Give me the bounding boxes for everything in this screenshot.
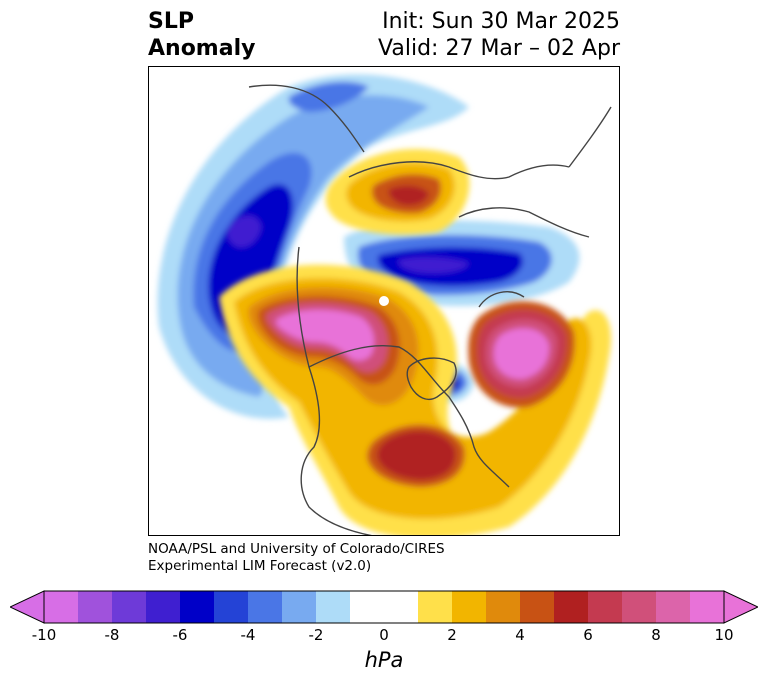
colorbar-tick-label: -2 — [308, 626, 324, 644]
colorbar-segment — [554, 591, 589, 623]
colorbar-segment — [452, 591, 487, 623]
map-title: SLP Anomaly — [148, 8, 255, 62]
colorbar-segment — [384, 591, 419, 623]
colorbar-tick-label: -4 — [240, 626, 256, 644]
colorbar-tick-label: 0 — [379, 626, 389, 644]
forecast-dates: Init: Sun 30 Mar 2025 Valid: 27 Mar – 02… — [378, 8, 620, 62]
valid-range: Valid: 27 Mar – 02 Apr — [378, 36, 620, 61]
credit-text: NOAA/PSL and University of Colorado/CIRE… — [148, 541, 445, 575]
colorbar-segment — [418, 591, 453, 623]
colorbar-segment — [112, 591, 147, 623]
colorbar-segment — [214, 591, 249, 623]
credit-line-1: NOAA/PSL and University of Colorado/CIRE… — [148, 541, 445, 557]
colorbar-tick-label: 4 — [515, 626, 525, 644]
colorbar-max-arrow — [723, 590, 758, 624]
colorbar-segments — [44, 591, 725, 623]
colorbar-segment — [78, 591, 113, 623]
colorbar-segment — [588, 591, 623, 623]
north-pole-marker — [379, 296, 389, 306]
credit-line-2: Experimental LIM Forecast (v2.0) — [148, 558, 372, 574]
colorbar-segment — [316, 591, 351, 623]
colorbar-segment — [656, 591, 691, 623]
colorbar-segment — [486, 591, 521, 623]
colorbar-outline — [43, 590, 725, 624]
positive-anomaly-field — [219, 148, 611, 535]
colorbar-tick-label: 6 — [583, 626, 593, 644]
colorbar-segment — [622, 591, 657, 623]
colorbar — [10, 590, 758, 624]
colorbar-tick-label: -8 — [104, 626, 120, 644]
variable-label: SLP — [148, 9, 194, 34]
colorbar-segment — [146, 591, 181, 623]
slp-anomaly-map — [148, 66, 620, 536]
colorbar-tick-label: 8 — [651, 626, 661, 644]
map-canvas — [149, 67, 619, 535]
colorbar-tick-label: 2 — [447, 626, 457, 644]
coastlines — [248, 84, 612, 535]
colorbar-segment — [282, 591, 317, 623]
anomaly-label: Anomaly — [148, 36, 256, 61]
colorbar-min-arrow — [10, 590, 45, 624]
colorbar-unit: hPa — [364, 648, 404, 672]
colorbar-tick-label: -6 — [172, 626, 188, 644]
colorbar-segment — [180, 591, 215, 623]
colorbar-segment — [350, 591, 385, 623]
colorbar-segment — [44, 591, 79, 623]
init-date: Init: Sun 30 Mar 2025 — [382, 9, 620, 34]
colorbar-tick-labels: -10 -8 -6 -4 -2 0 2 4 6 8 10 — [0, 626, 768, 646]
colorbar-segment — [248, 591, 283, 623]
colorbar-tick-label: -10 — [31, 626, 57, 644]
colorbar-segment — [520, 591, 555, 623]
colorbar-tick-label: 10 — [714, 626, 734, 644]
colorbar-segment — [690, 591, 725, 623]
